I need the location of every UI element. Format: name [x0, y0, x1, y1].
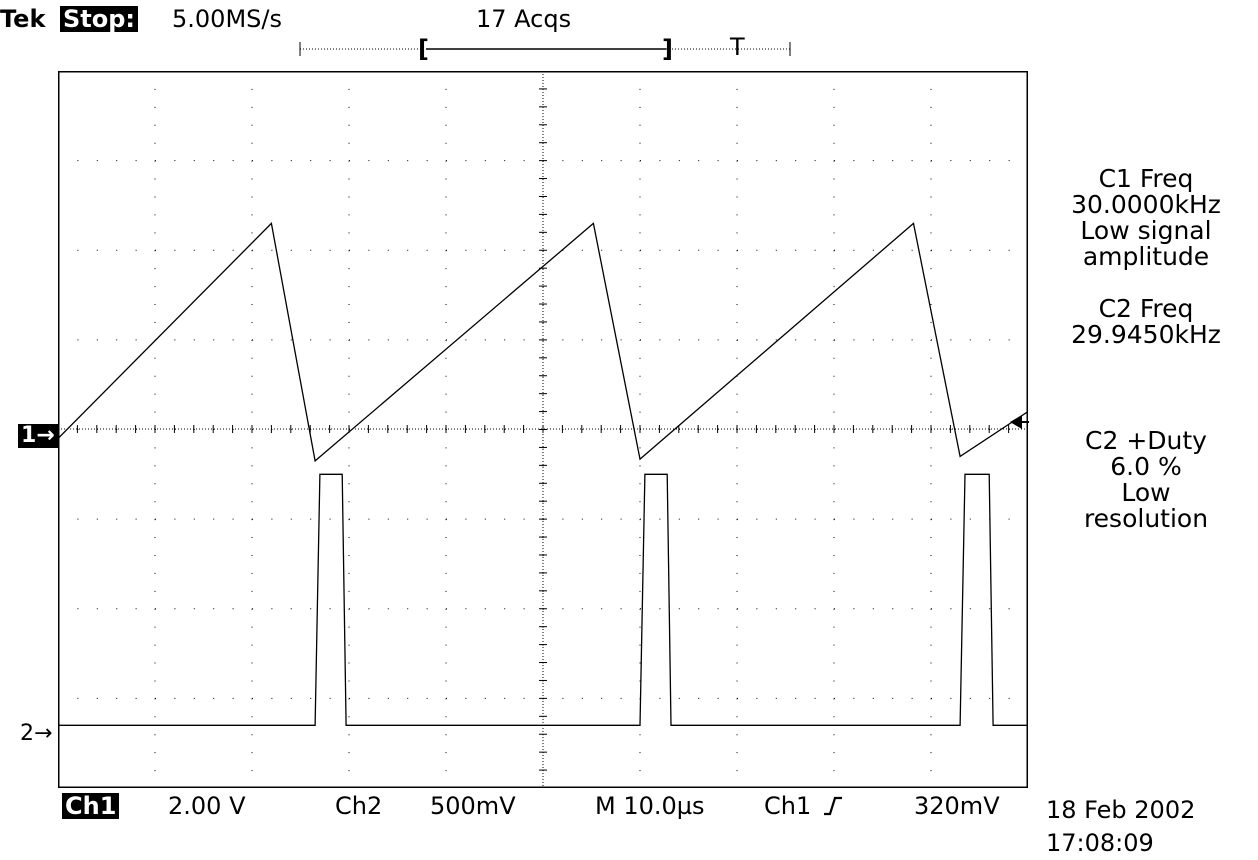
c2-duty-note-line1: Low — [1121, 478, 1171, 507]
c1-freq-note-line2: amplitude — [1082, 242, 1210, 271]
ch1-sawtooth-trace — [58, 222, 1028, 463]
rising-edge-icon — [824, 796, 842, 816]
screen-border — [58, 71, 1028, 788]
c2-freq-value: 29.9450kHz — [1071, 320, 1221, 349]
c2-duty-value: 6.0 % — [1110, 452, 1182, 481]
date-readout: 18 Feb 2002 — [1046, 796, 1196, 824]
ch2-ground-marker[interactable]: 2→ — [20, 721, 53, 746]
c2-frequency-readout: C2 Freq 29.9450kHz — [1040, 296, 1252, 348]
trigger-position-marker[interactable]: T — [730, 33, 745, 61]
c2-duty-readout: C2 +Duty 6.0 % Low resolution — [1040, 428, 1252, 532]
trigger-level-arrow-icon[interactable] — [1008, 413, 1030, 431]
time-readout: 17:08:09 — [1046, 829, 1154, 857]
ch2-scale: 500mV — [430, 792, 516, 820]
ch2-label[interactable]: Ch2 — [335, 792, 383, 820]
run-state-badge[interactable]: Stop: — [60, 6, 139, 32]
graticule — [58, 71, 1028, 788]
c2-duty-title: C2 +Duty — [1085, 426, 1207, 455]
ch1-label[interactable]: Ch1 — [62, 793, 120, 819]
record-right-bracket: ] — [662, 35, 673, 63]
trigger-source[interactable]: Ch1 — [764, 792, 812, 820]
ch2-pulse-trace — [58, 473, 1028, 726]
scope-display — [58, 71, 1028, 788]
record-left-bracket: [ — [418, 35, 429, 63]
acquisition-count: 17 Acqs — [476, 5, 572, 33]
c2-duty-note-line2: resolution — [1083, 504, 1209, 533]
c2-freq-title: C2 Freq — [1098, 294, 1194, 323]
c1-freq-note-line1: Low signal — [1080, 216, 1212, 245]
ch1-ground-marker[interactable]: 1→ — [18, 424, 58, 448]
sample-rate-readout: 5.00MS/s — [172, 5, 282, 33]
c1-freq-value: 30.0000kHz — [1071, 190, 1221, 219]
c1-frequency-readout: C1 Freq 30.0000kHz Low signal amplitude — [1040, 166, 1252, 270]
trigger-level[interactable]: 320mV — [914, 792, 1000, 820]
c1-freq-title: C1 Freq — [1098, 164, 1194, 193]
ch1-scale: 2.00 V — [168, 792, 246, 820]
record-position-bar[interactable] — [296, 34, 796, 64]
brand-label: Tek — [0, 5, 46, 33]
timebase-readout[interactable]: M 10.0µs — [595, 792, 705, 820]
